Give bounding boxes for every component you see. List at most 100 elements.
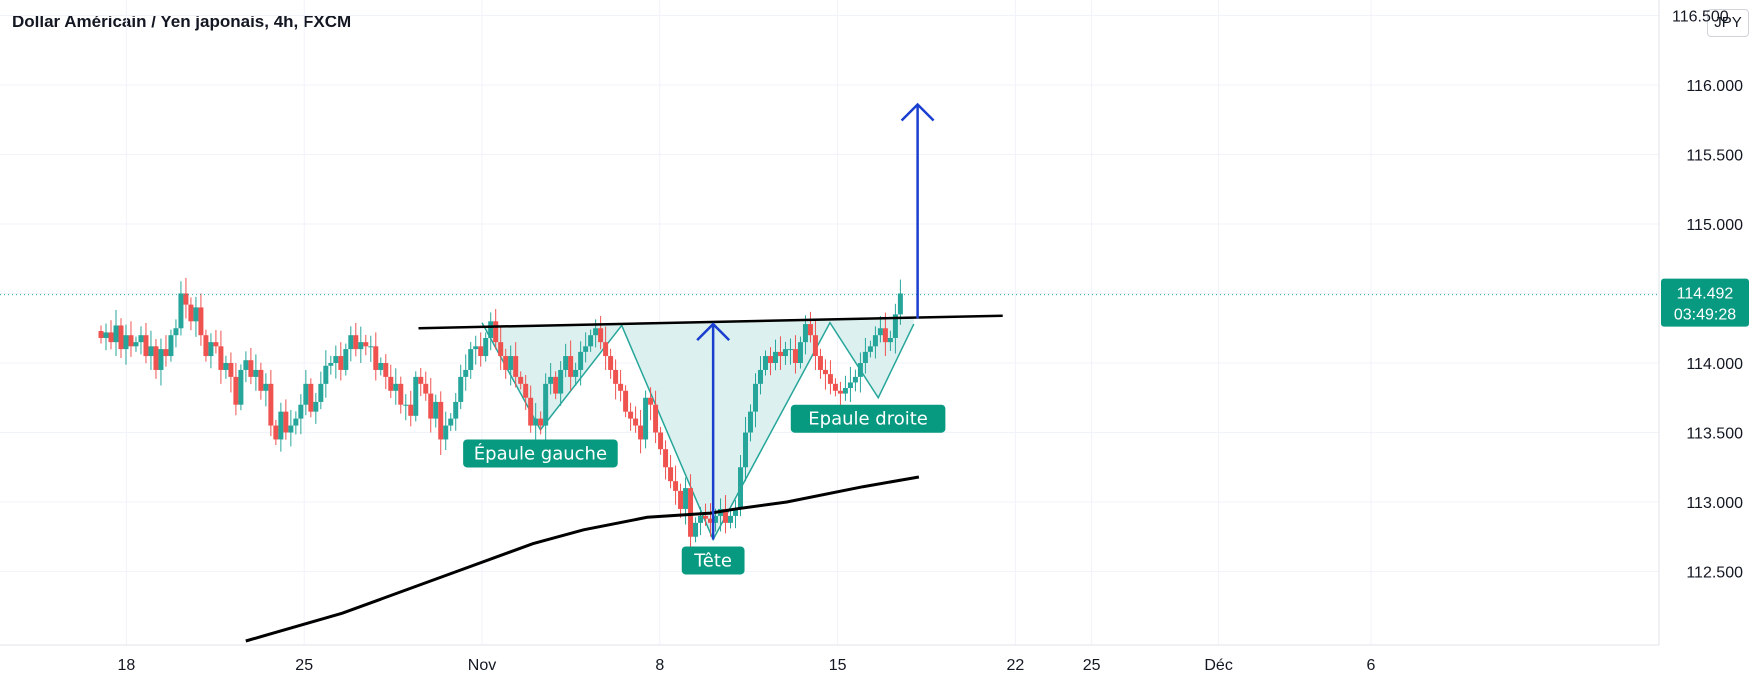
candle-body — [728, 515, 734, 523]
candle-body — [363, 342, 369, 347]
price-axis: 116.000 115.500 115.000 114.000 113.500 113.0… — [1672, 9, 1743, 582]
candle-body — [133, 342, 139, 347]
candle-body — [897, 293, 903, 315]
neckline — [418, 314, 1003, 330]
candle-body — [253, 369, 259, 377]
candle-body — [408, 404, 414, 416]
candle-body — [708, 518, 714, 523]
candle-body — [233, 376, 239, 405]
candle-body — [348, 335, 354, 350]
candle-body — [618, 383, 624, 391]
time-tick-label: 25 — [295, 657, 313, 674]
candle-body — [383, 363, 389, 377]
candle-body — [653, 404, 659, 433]
candle-body — [703, 515, 709, 519]
candle-body — [398, 383, 404, 405]
candle-body — [623, 390, 629, 412]
currency-button[interactable]: JPY — [1707, 9, 1749, 37]
candle-body — [658, 432, 664, 450]
candle-body — [558, 369, 564, 394]
candle-body — [333, 356, 339, 363]
annotation-box — [790, 404, 946, 433]
candle-body — [483, 337, 489, 357]
arrow-head — [696, 322, 731, 341]
candle-body — [892, 314, 898, 338]
candle-body — [163, 349, 169, 357]
candle-body — [478, 346, 484, 357]
candle-body — [248, 360, 254, 377]
candle-body — [268, 383, 274, 426]
candlestick-series — [98, 277, 903, 548]
candle-body — [238, 369, 244, 405]
candle-body — [663, 449, 669, 468]
candle-body — [193, 307, 199, 322]
candle-body — [298, 404, 304, 419]
candle-body — [767, 356, 773, 363]
candle-body — [288, 425, 294, 433]
time-tick-label: 6 — [1367, 657, 1376, 674]
candle-body — [273, 425, 279, 440]
candle-body — [173, 328, 179, 336]
candle-body — [378, 363, 384, 370]
candle-body — [673, 481, 679, 491]
candle-body — [113, 325, 119, 343]
annotation-label: Épaule gauche — [474, 442, 607, 464]
candle-body — [458, 376, 464, 402]
price-tick-label: 113.500 — [1686, 426, 1743, 443]
candle-body — [108, 332, 114, 343]
price-tick-label: 114.000 — [1686, 356, 1743, 373]
candle-body — [598, 328, 604, 343]
candle-body — [433, 401, 439, 419]
candle-body — [867, 346, 873, 352]
candle-body — [128, 335, 134, 347]
annotation-label: Tête — [693, 550, 732, 571]
candle-body — [123, 335, 129, 350]
candle-body — [328, 363, 334, 366]
time-tick-label: 15 — [829, 657, 847, 674]
candle-body — [628, 411, 634, 419]
candle-body — [293, 418, 299, 426]
candle-body — [393, 383, 399, 391]
candle-body — [423, 383, 429, 394]
candle-body — [418, 376, 424, 384]
time-tick-label: 8 — [655, 657, 664, 674]
price-tick-label: 115.000 — [1686, 217, 1743, 234]
candle-body — [283, 411, 289, 433]
candle-body — [323, 365, 329, 384]
candle-body — [403, 404, 409, 406]
candle-body — [782, 349, 788, 357]
candle-body — [223, 363, 229, 370]
candle-body — [862, 351, 868, 363]
target-arrows — [696, 102, 935, 540]
candle-body — [138, 335, 144, 343]
price-tick-label: 115.500 — [1686, 148, 1743, 165]
candle-body — [523, 383, 529, 398]
candle-body — [743, 432, 749, 468]
price-tick-label: 112.500 — [1686, 565, 1743, 582]
candle-body — [313, 401, 319, 412]
price-tick-label: 116.000 — [1686, 78, 1743, 95]
annotation-box — [463, 439, 618, 468]
candle-body — [543, 383, 549, 426]
price-tick-label-partial: 116.500 — [1672, 9, 1729, 26]
candle-body — [857, 363, 863, 377]
candle-body — [428, 393, 434, 419]
arrow-head — [900, 102, 935, 122]
candle-body — [218, 346, 224, 370]
candle-body — [693, 522, 699, 537]
candle-body — [882, 328, 888, 343]
candle-body — [278, 411, 284, 440]
candle-body — [553, 376, 559, 394]
candle-body — [633, 418, 639, 426]
candle-body — [643, 397, 649, 440]
candle-body — [698, 515, 704, 523]
candle-body — [683, 488, 689, 509]
candle-body — [438, 401, 444, 440]
time-tick-label: Déc — [1204, 657, 1232, 674]
pattern-annotations: Épaule gauche Tête Epaule droite — [463, 404, 946, 575]
candle-body — [772, 351, 778, 363]
last-price-box — [1661, 278, 1749, 327]
candle-body — [797, 342, 803, 363]
candle-body — [468, 349, 474, 370]
